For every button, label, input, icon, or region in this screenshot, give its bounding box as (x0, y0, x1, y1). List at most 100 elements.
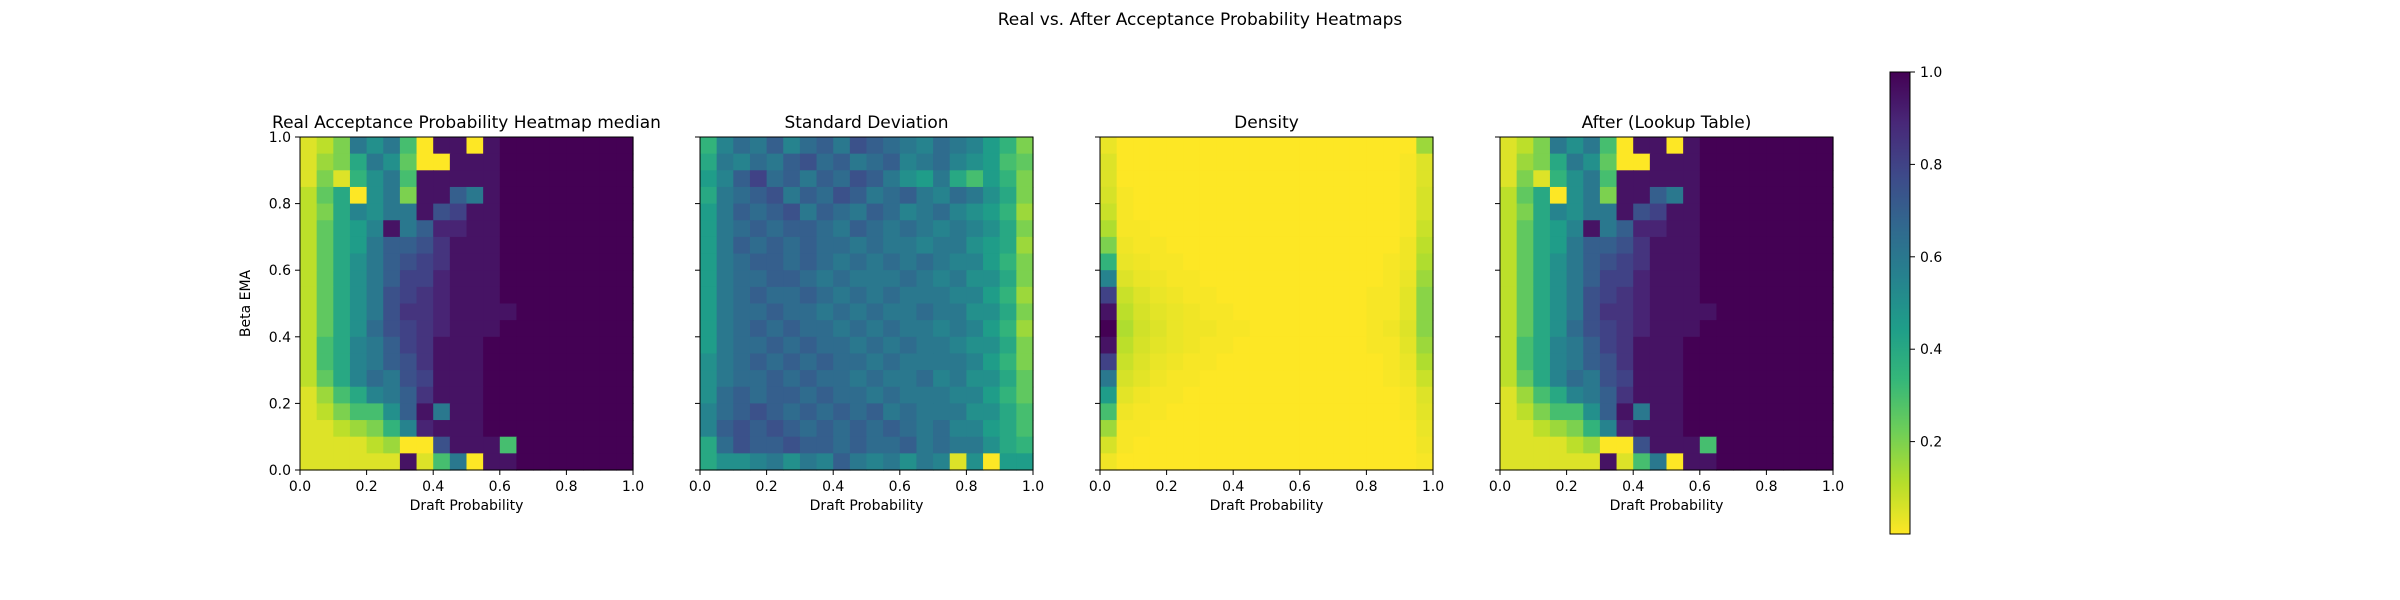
heatmap-cell (749, 286, 768, 305)
heatmap-cell (1500, 403, 1518, 421)
heatmap-cell (1266, 336, 1284, 355)
heatmap-cell (1416, 186, 1434, 205)
heatmap-cell (516, 153, 534, 171)
heatmap-cell (966, 370, 984, 388)
heatmap-cell (766, 236, 784, 255)
heatmap-cell (766, 320, 784, 338)
heatmap-cell (583, 137, 601, 155)
heatmap-cell (533, 153, 551, 171)
heatmap-cell (1233, 453, 1251, 471)
heatmap-cell (549, 303, 567, 321)
heatmap-cell (799, 420, 818, 438)
heatmap-cell (849, 186, 868, 205)
heatmap-cell (1716, 253, 1734, 271)
heatmap-cell (383, 436, 401, 454)
heatmap-cell (816, 370, 834, 388)
heatmap-cell (433, 320, 451, 338)
heatmap-cell (716, 220, 734, 238)
heatmap-cell (416, 153, 434, 171)
heatmap-cell (749, 320, 768, 338)
heatmap-cell (1716, 153, 1734, 171)
heatmap-cell (749, 170, 768, 188)
heatmap-cell (433, 453, 451, 471)
heatmap-cell (533, 186, 551, 205)
x-tick-label: 0.4 (422, 479, 444, 495)
heatmap-cell (1566, 420, 1584, 438)
heatmap-cell (1166, 386, 1184, 404)
heatmap-cell (833, 137, 851, 155)
heatmap-cell (1366, 137, 1384, 155)
heatmap-cell (1766, 170, 1784, 188)
heatmap-cell (1633, 420, 1651, 438)
heatmap-cell (499, 303, 518, 321)
heatmap-cell (1283, 436, 1301, 454)
heatmap-cell (1249, 370, 1268, 388)
x-tick-label: 0.6 (889, 479, 911, 495)
heatmap-cell (599, 403, 617, 421)
heatmap-cell (849, 386, 868, 404)
heatmap-cell (1100, 403, 1118, 421)
heatmap-cell (1516, 436, 1534, 454)
heatmap-cell (399, 170, 418, 188)
heatmap-cell (916, 303, 934, 321)
heatmap-cell (1616, 353, 1634, 371)
heatmap-cell (1366, 336, 1384, 355)
heatmap-cell (749, 137, 768, 155)
heatmap-cell (916, 370, 934, 388)
heatmap-cell (1749, 320, 1767, 338)
heatmap-cell (1016, 303, 1034, 321)
heatmap-cell (1366, 270, 1384, 288)
heatmap-cell (1683, 436, 1701, 454)
heatmap-cell (1216, 137, 1234, 155)
heatmap-cell (816, 253, 834, 271)
heatmap-cell (1416, 286, 1434, 305)
heatmap-cell (466, 170, 484, 188)
heatmap-cell (1183, 403, 1201, 421)
heatmap-cell (700, 436, 718, 454)
heatmap-cell (1583, 203, 1601, 221)
heatmap-cell (816, 420, 834, 438)
heatmap-cell (316, 253, 334, 271)
heatmap-cell (1533, 170, 1551, 188)
heatmap-cell (933, 303, 951, 321)
heatmap-cell (816, 236, 834, 255)
heatmap-cell (599, 303, 617, 321)
heatmap-cell (1199, 336, 1218, 355)
heatmap-cell (1733, 270, 1751, 288)
heatmap-cell (433, 137, 451, 155)
heatmap-cell (499, 336, 518, 355)
heatmap-cell (799, 453, 818, 471)
heatmap-cell (466, 303, 484, 321)
heatmap-cell (316, 336, 334, 355)
heatmap-cell (466, 386, 484, 404)
heatmap-cell (1699, 137, 1718, 155)
heatmap-cell (933, 336, 951, 355)
heatmap-cell (483, 153, 501, 171)
heatmap-cell (949, 320, 967, 338)
heatmap-cell (333, 270, 351, 288)
heatmap-cell (849, 370, 868, 388)
heatmap-cell (1599, 370, 1618, 388)
heatmap-cell (1366, 286, 1384, 305)
heatmap-cell (549, 386, 567, 404)
heatmap-cell (999, 370, 1017, 388)
heatmap-cell (599, 353, 617, 371)
heatmap-cell (483, 353, 501, 371)
heatmap-cell (1116, 203, 1134, 221)
heatmap-cell (1666, 320, 1684, 338)
heatmap-cell (1549, 403, 1568, 421)
heatmap-cell (1749, 436, 1767, 454)
heatmap-cell (1333, 236, 1351, 255)
heatmap-cell (1233, 320, 1251, 338)
heatmap-cell (733, 370, 751, 388)
heatmap-cell (1183, 453, 1201, 471)
heatmap-cell (1199, 170, 1218, 188)
heatmap-cell (1816, 186, 1834, 205)
heatmap-cell (883, 270, 901, 288)
x-tick-label: 0.2 (755, 479, 777, 495)
heatmap-cell (1233, 170, 1251, 188)
x-tick-label: 0.8 (1355, 479, 1377, 495)
heatmap-cell (966, 236, 984, 255)
heatmap-cell (916, 186, 934, 205)
